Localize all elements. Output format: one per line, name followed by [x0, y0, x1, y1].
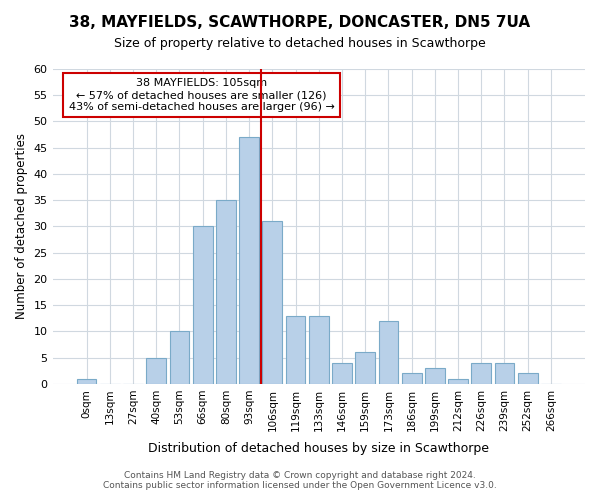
Text: 38 MAYFIELDS: 105sqm
← 57% of detached houses are smaller (126)
43% of semi-deta: 38 MAYFIELDS: 105sqm ← 57% of detached h… — [68, 78, 335, 112]
Bar — [332, 363, 352, 384]
Bar — [379, 321, 398, 384]
Bar — [425, 368, 445, 384]
Bar — [402, 374, 422, 384]
Bar — [309, 316, 329, 384]
Bar — [239, 137, 259, 384]
X-axis label: Distribution of detached houses by size in Scawthorpe: Distribution of detached houses by size … — [148, 442, 489, 455]
Bar — [355, 352, 375, 384]
Bar — [193, 226, 212, 384]
Bar — [262, 221, 282, 384]
Bar — [216, 200, 236, 384]
Y-axis label: Number of detached properties: Number of detached properties — [15, 134, 28, 320]
Text: Contains HM Land Registry data © Crown copyright and database right 2024.
Contai: Contains HM Land Registry data © Crown c… — [103, 470, 497, 490]
Bar — [472, 363, 491, 384]
Bar — [448, 378, 468, 384]
Bar — [170, 332, 190, 384]
Text: Size of property relative to detached houses in Scawthorpe: Size of property relative to detached ho… — [114, 38, 486, 51]
Bar — [494, 363, 514, 384]
Bar — [77, 378, 97, 384]
Bar — [286, 316, 305, 384]
Text: 38, MAYFIELDS, SCAWTHORPE, DONCASTER, DN5 7UA: 38, MAYFIELDS, SCAWTHORPE, DONCASTER, DN… — [70, 15, 530, 30]
Bar — [146, 358, 166, 384]
Bar — [518, 374, 538, 384]
